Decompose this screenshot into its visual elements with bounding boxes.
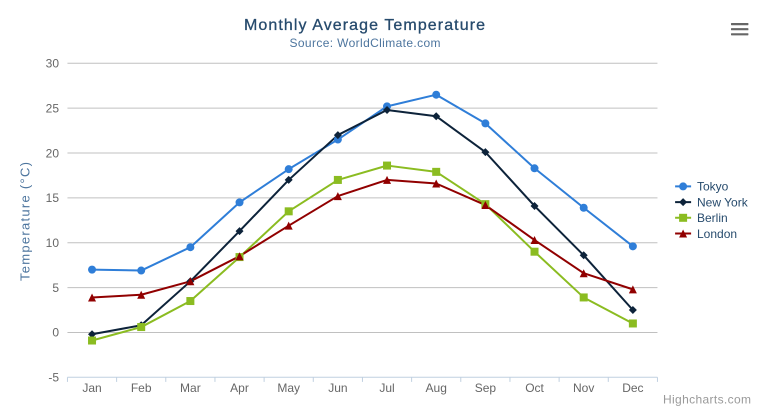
svg-text:-5: -5 (48, 371, 59, 385)
svg-text:Tokyo: Tokyo (697, 180, 729, 194)
svg-text:Nov: Nov (573, 381, 594, 395)
svg-text:20: 20 (46, 146, 60, 160)
svg-text:Jul: Jul (379, 381, 394, 395)
svg-text:Temperature (°C): Temperature (°C) (18, 162, 33, 281)
svg-text:Sep: Sep (475, 381, 497, 395)
svg-text:Feb: Feb (131, 381, 152, 395)
svg-text:Dec: Dec (622, 381, 643, 395)
svg-text:London: London (697, 227, 737, 241)
svg-text:Highcharts.com: Highcharts.com (663, 393, 751, 407)
svg-text:25: 25 (46, 101, 60, 115)
svg-text:Mar: Mar (180, 381, 201, 395)
svg-text:30: 30 (46, 57, 60, 71)
svg-text:Jan: Jan (82, 381, 101, 395)
svg-text:Jun: Jun (328, 381, 347, 395)
svg-text:15: 15 (46, 191, 60, 205)
svg-text:Oct: Oct (525, 381, 544, 395)
svg-text:Aug: Aug (426, 381, 447, 395)
svg-text:New York: New York (697, 195, 749, 209)
svg-text:Apr: Apr (230, 381, 249, 395)
svg-text:May: May (277, 381, 300, 395)
svg-text:Source: WorldClimate.com: Source: WorldClimate.com (290, 36, 441, 50)
svg-text:Monthly Average Temperature: Monthly Average Temperature (244, 17, 485, 34)
svg-text:10: 10 (46, 236, 60, 250)
svg-text:5: 5 (52, 281, 59, 295)
svg-text:0: 0 (52, 326, 59, 340)
svg-text:Berlin: Berlin (697, 211, 728, 225)
